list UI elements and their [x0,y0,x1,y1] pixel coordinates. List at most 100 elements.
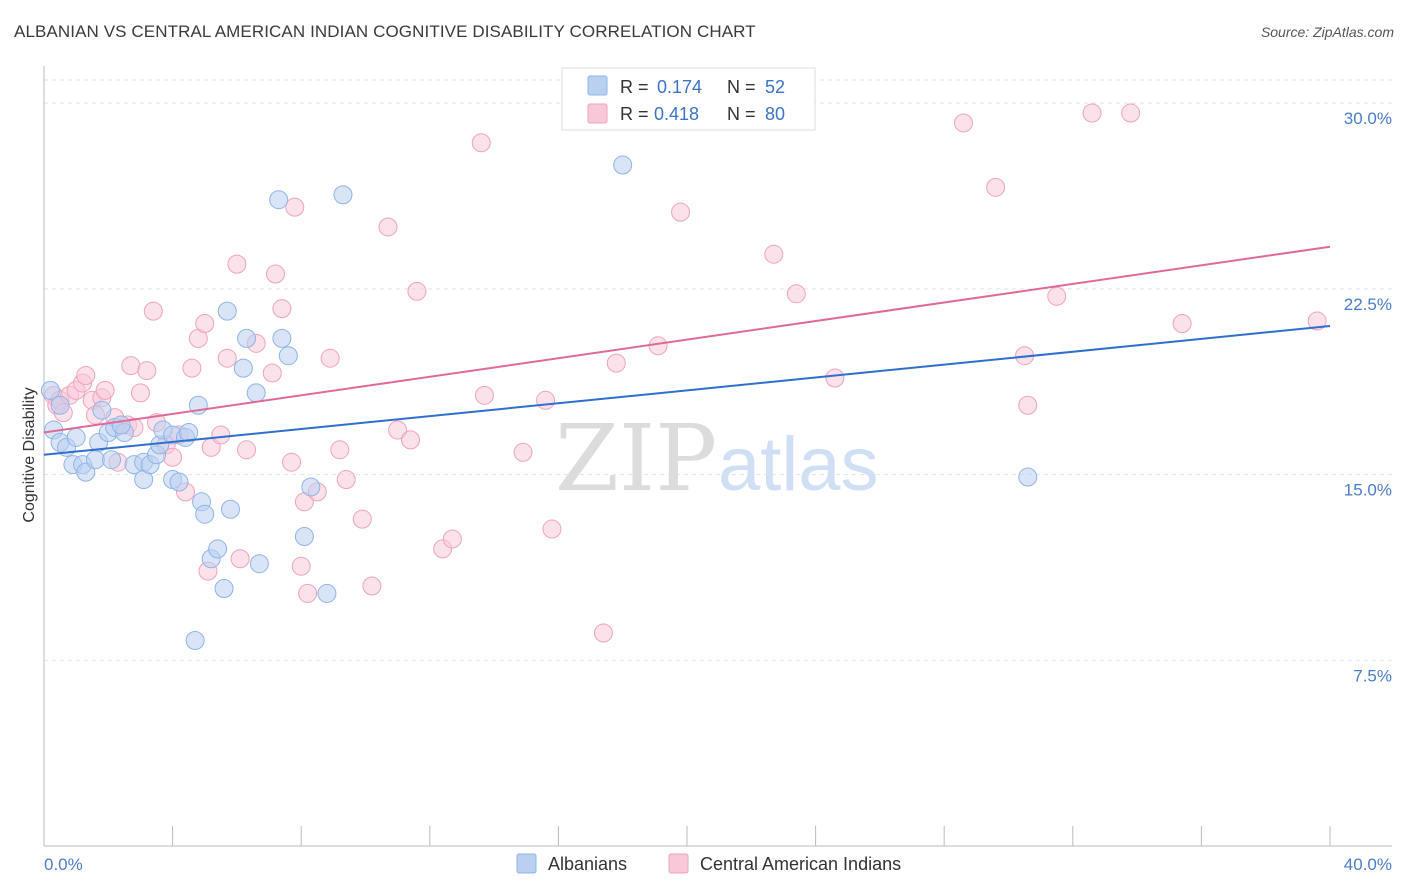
point-central-american-indians [320,348,340,368]
point-central-american-indians [352,509,372,529]
point-albanians [237,328,257,348]
trend-line-central-american-indians [43,245,1331,434]
point-central-american-indians [513,442,533,462]
point-central-american-indians [474,385,494,405]
point-albanians [1018,467,1038,487]
point-albanians [111,415,131,435]
point-central-american-indians [272,299,292,319]
point-central-american-indians [137,361,157,381]
source-credit: Source: ZipAtlas.com [1260,24,1394,40]
point-central-american-indians [211,425,231,445]
stats-r-value-central-american-indians: 0.418 [654,104,699,124]
stats-swatch-central-american-indians [587,103,608,124]
point-albanians [185,630,205,650]
point-central-american-indians [262,363,282,383]
point-albanians [233,358,253,378]
point-central-american-indians [330,440,350,460]
point-albanians [169,472,189,492]
point-central-american-indians [76,366,96,386]
x-tick-label-max: 40.0% [1344,855,1392,874]
point-albanians [278,346,298,366]
point-central-american-indians [1307,311,1327,331]
legend-swatch-central-american-indians [668,853,689,874]
axes [43,66,1392,847]
chart-title: ALBANIAN VS CENTRAL AMERICAN INDIAN COGN… [14,22,756,41]
y-axis-label: Cognitive Disability [21,387,38,522]
point-central-american-indians [291,556,311,576]
point-albanians [195,504,215,524]
point-central-american-indians [336,470,356,490]
stats-n-label-albanians: N = [727,77,756,97]
stats-box: R = 0.174 N = 52 R = 0.418 N = 80 [561,67,816,131]
stats-r-label-central-american-indians: R = [620,104,649,124]
point-albanians [272,328,292,348]
stats-n-value-central-american-indians: 80 [765,104,785,124]
stats-swatch-albanians [587,75,608,96]
legend-label-albanians: Albanians [548,854,627,874]
watermark-atlas: atlas [718,422,879,507]
point-albanians [301,477,321,497]
point-albanians [208,539,228,559]
point-albanians [102,450,122,470]
point-central-american-indians [1018,395,1038,415]
point-central-american-indians [143,301,163,321]
point-central-american-indians [536,390,556,410]
point-central-american-indians [237,440,257,460]
point-albanians [333,185,353,205]
point-albanians [50,395,70,415]
point-central-american-indians [298,583,318,603]
point-albanians [85,450,105,470]
point-central-american-indians [362,576,382,596]
point-albanians [220,499,240,519]
watermark: ZIP atlas [555,405,879,512]
point-albanians [294,526,314,546]
legend-label-central-american-indians: Central American Indians [700,854,901,874]
point-central-american-indians [442,529,462,549]
point-central-american-indians [407,281,427,301]
point-albanians [92,400,112,420]
y-tick-label: 30.0% [1344,109,1392,128]
point-central-american-indians [121,356,141,376]
legend-swatch-albanians [516,853,537,874]
x-tick-label-min: 0.0% [44,855,83,874]
point-central-american-indians [825,368,845,388]
legend: Albanians Central American Indians [516,853,901,874]
point-central-american-indians [606,353,626,373]
point-central-american-indians [282,452,302,472]
point-central-american-indians [1172,314,1192,334]
point-central-american-indians [953,113,973,133]
point-central-american-indians [786,284,806,304]
point-albanians [249,554,269,574]
point-central-american-indians [130,383,150,403]
stats-n-label-central-american-indians: N = [727,104,756,124]
point-central-american-indians [195,314,215,334]
point-albanians [40,380,60,400]
point-central-american-indians [764,244,784,264]
point-albanians [217,301,237,321]
point-albanians [214,578,234,598]
point-central-american-indians [671,202,691,222]
point-central-american-indians [227,254,247,274]
point-central-american-indians [542,519,562,539]
point-central-american-indians [471,133,491,153]
point-albanians [246,383,266,403]
point-albanians [317,583,337,603]
point-central-american-indians [388,420,408,440]
trend-line-albanians [43,325,1331,456]
point-albanians [613,155,633,175]
point-central-american-indians [401,430,421,450]
point-central-american-indians [95,380,115,400]
point-albanians [66,427,86,447]
point-central-american-indians [230,549,250,569]
scatter-points [40,103,1327,650]
stats-r-value-albanians: 0.174 [657,77,702,97]
stats-r-label-albanians: R = [620,77,649,97]
point-central-american-indians [648,336,668,356]
point-central-american-indians [1082,103,1102,123]
point-central-american-indians [378,217,398,237]
watermark-zip: ZIP [555,405,717,512]
y-tick-label: 7.5% [1353,666,1392,685]
point-central-american-indians [1047,286,1067,306]
point-central-american-indians [217,348,237,368]
